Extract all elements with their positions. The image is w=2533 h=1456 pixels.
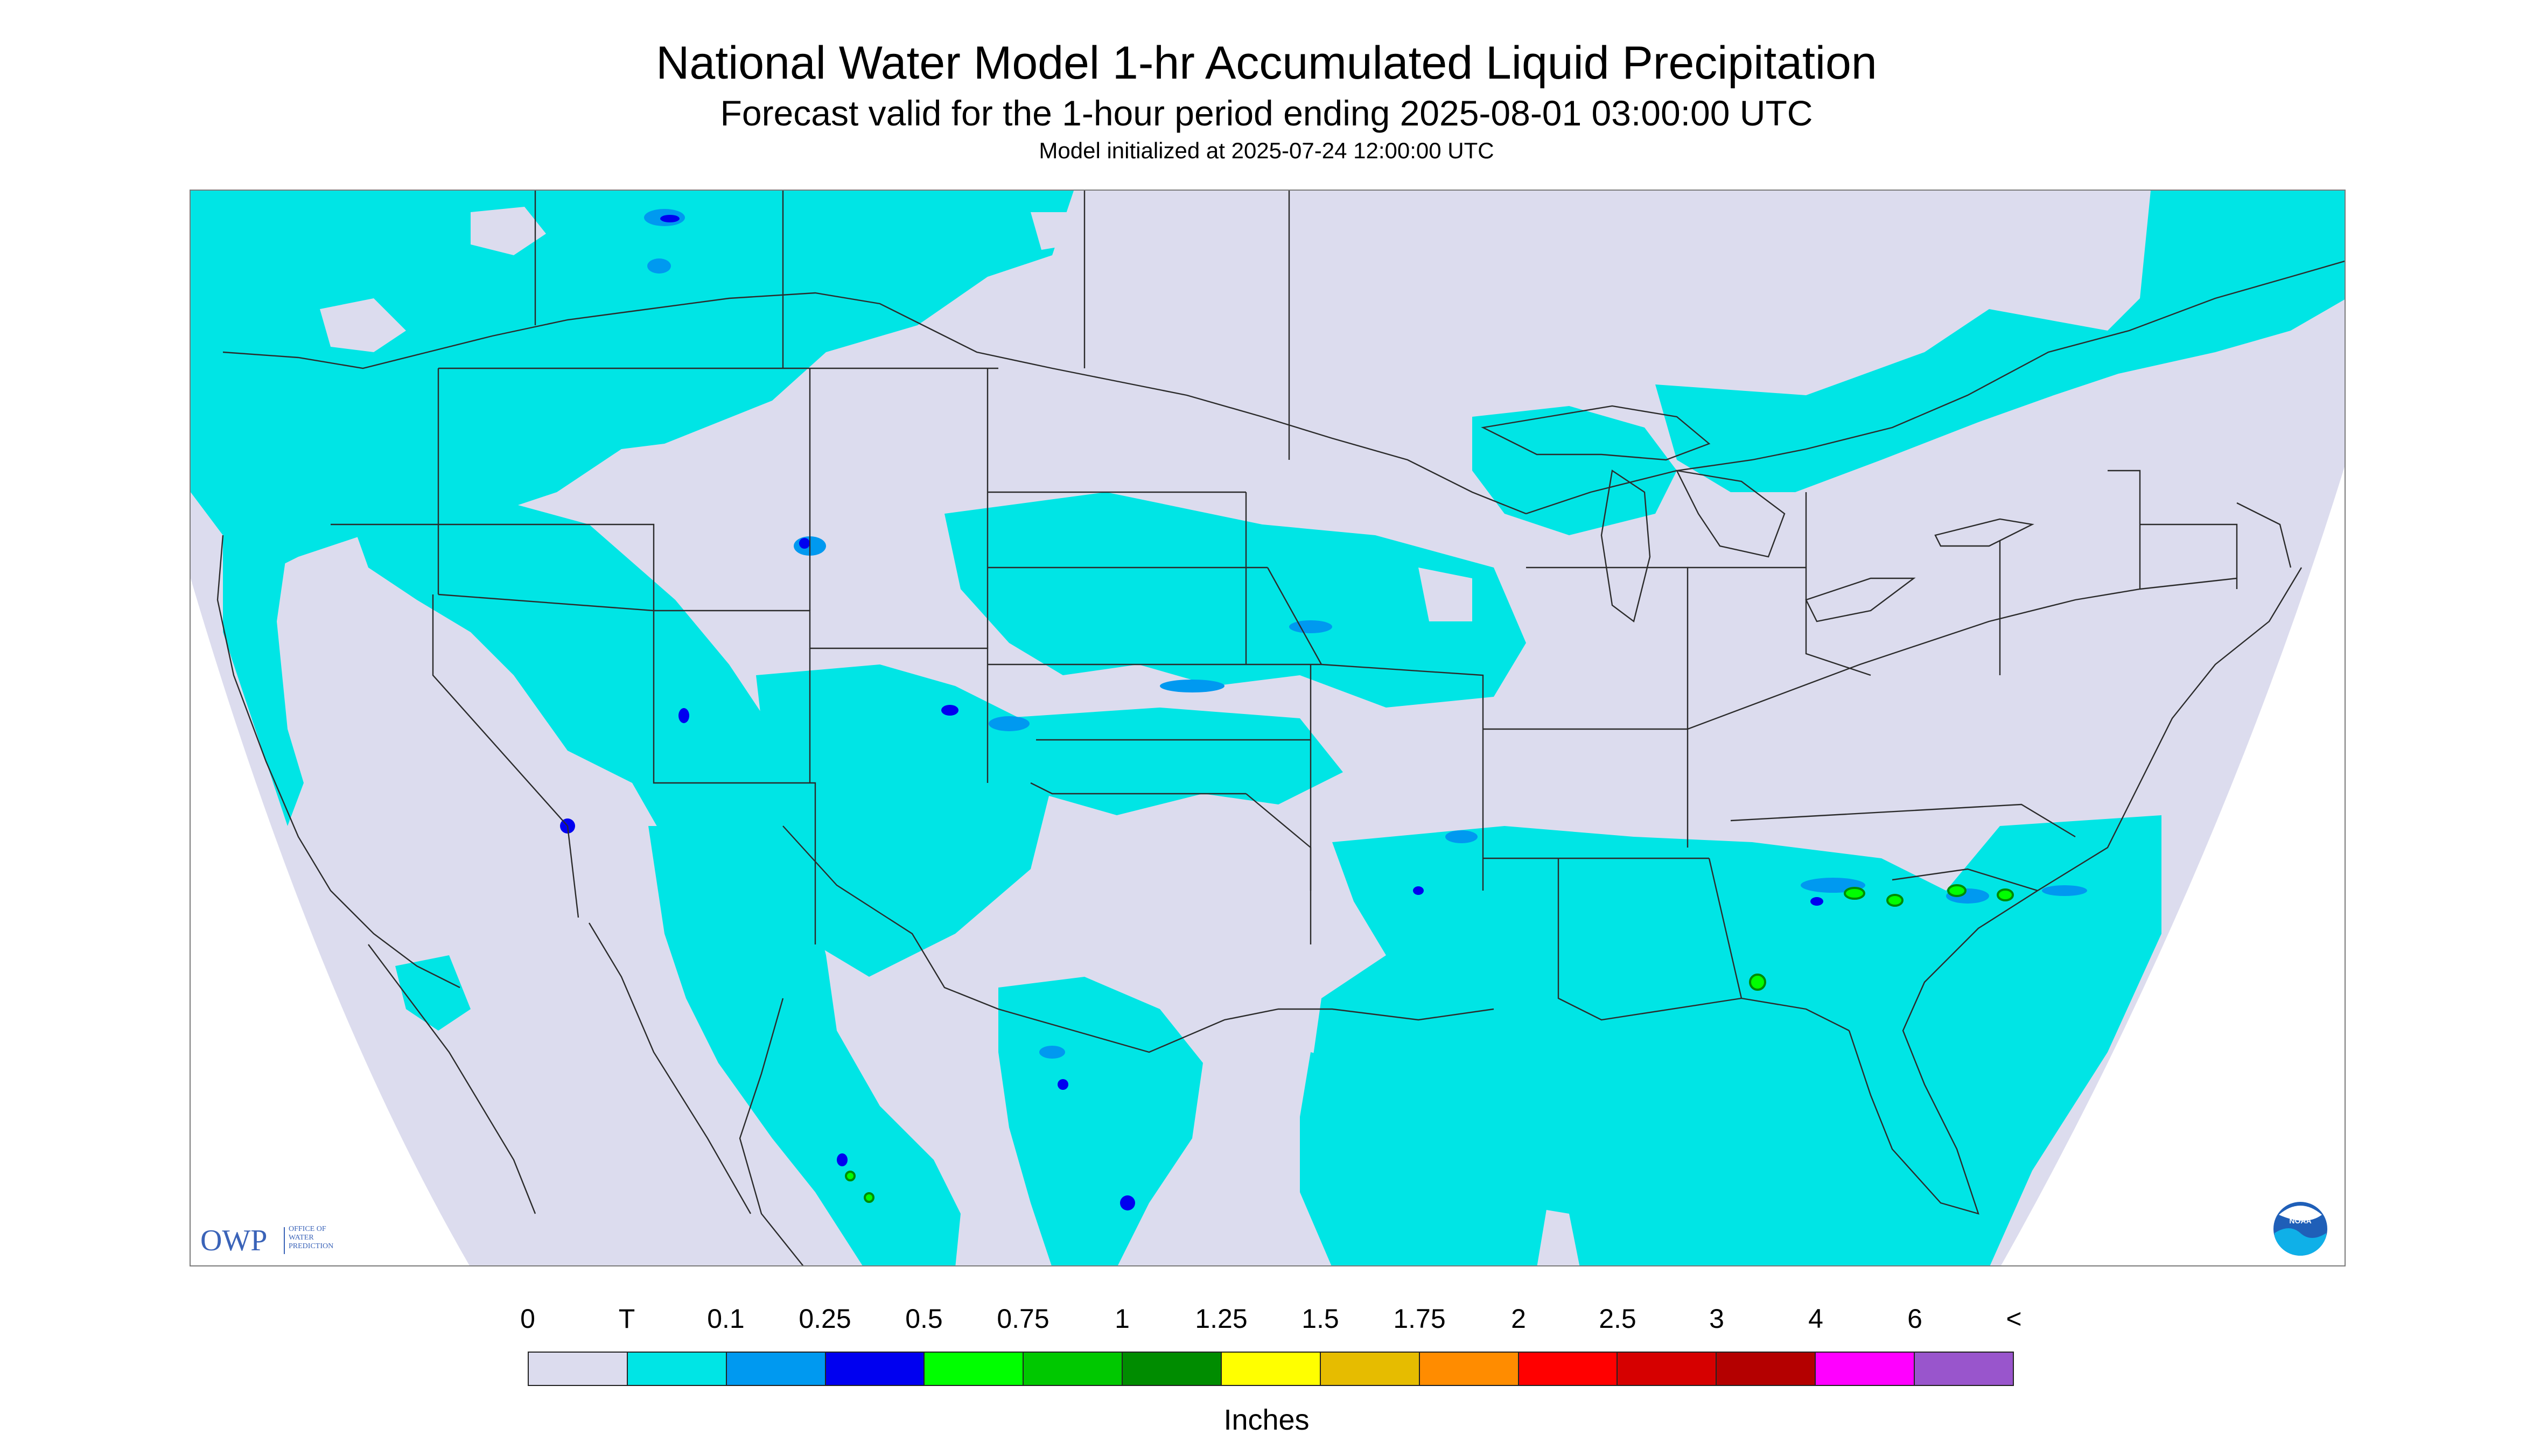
great-lakes — [1481, 405, 2034, 623]
legend-swatch — [1816, 1353, 1915, 1385]
legend-swatch — [1519, 1353, 1618, 1385]
legend-swatch — [529, 1353, 628, 1385]
owp-logo-line-2: WATER — [289, 1234, 314, 1242]
legend-swatch — [1915, 1353, 2013, 1385]
light-blue-precip — [644, 209, 2087, 1059]
legend-tick-label: 1.25 — [1195, 1304, 1248, 1334]
legend-tick-label: 0.75 — [997, 1304, 1049, 1334]
legend-swatch — [1320, 1353, 1420, 1385]
legend-tick-label: 0.5 — [905, 1304, 943, 1334]
legend-swatch — [925, 1353, 1024, 1385]
map-title: National Water Model 1-hr Accumulated Li… — [656, 37, 1877, 89]
precipitation-map[interactable]: OWP OFFICE OF WATER PREDICTION NOAA — [190, 190, 2346, 1266]
owp-logo-text: OWP — [200, 1224, 267, 1257]
legend-swatch — [1222, 1353, 1321, 1385]
legend-swatch — [1123, 1353, 1222, 1385]
state-boundaries — [216, 191, 2345, 1265]
legend-swatch — [1419, 1353, 1519, 1385]
dry-gaps — [320, 207, 1472, 621]
legend-tick-label: 1 — [1115, 1304, 1130, 1334]
green-precip-cores — [845, 884, 2014, 1203]
legend-tick-label: 2.5 — [1599, 1304, 1636, 1334]
legend-tick-label: 1.5 — [1302, 1304, 1339, 1334]
legend-tick-label: 0.25 — [799, 1304, 851, 1334]
legend-swatch — [1618, 1353, 1717, 1385]
map-subtitle: Forecast valid for the 1-hour period end… — [720, 93, 1813, 133]
noaa-logo-text: NOAA — [2289, 1216, 2311, 1225]
map-canvas: OWP OFFICE OF WATER PREDICTION NOAA — [191, 191, 2345, 1265]
legend-color-bar — [528, 1352, 2014, 1386]
owp-logo: OWP OFFICE OF WATER PREDICTION — [200, 1224, 333, 1257]
model-init-line: Model initialized at 2025-07-24 12:00:00… — [1039, 138, 1494, 163]
legend-tick-label: 3 — [1709, 1304, 1724, 1334]
legend-swatch — [1717, 1353, 1816, 1385]
legend-swatch — [1024, 1353, 1123, 1385]
noaa-logo: NOAA — [2273, 1202, 2327, 1256]
legend-swatch — [825, 1353, 925, 1385]
trace-precip-areas — [191, 191, 2345, 1265]
legend-tick-label: 0 — [520, 1304, 535, 1334]
legend-tick-label: 0.1 — [707, 1304, 745, 1334]
legend-tick-labels: 0 T 0.1 0.25 0.5 0.75 1 1.25 1.5 1.75 2 2.5 3 4 6 < — [520, 1303, 2022, 1335]
legend-units: Inches — [1223, 1404, 1310, 1436]
legend-tick-label: 2 — [1511, 1304, 1526, 1334]
legend-tick-label: T — [618, 1304, 635, 1334]
legend-tick-label: 6 — [1907, 1304, 1922, 1334]
owp-logo-line-1: OFFICE OF — [289, 1225, 326, 1233]
legend-tick-label: 1.75 — [1393, 1304, 1446, 1334]
owp-logo-line-3: PREDICTION — [289, 1242, 333, 1250]
legend-tick-label: 4 — [1808, 1304, 1823, 1334]
legend-tick-label: < — [2006, 1304, 2022, 1334]
legend-swatch — [726, 1353, 826, 1385]
legend-swatch — [627, 1353, 727, 1385]
